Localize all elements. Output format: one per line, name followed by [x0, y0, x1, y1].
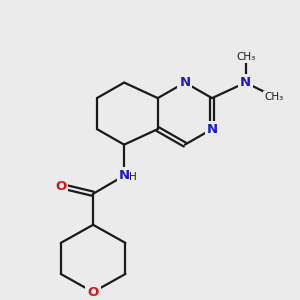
Text: N: N — [206, 123, 218, 136]
Text: N: N — [179, 76, 191, 89]
Text: O: O — [88, 286, 99, 298]
Text: N: N — [240, 76, 251, 89]
Text: O: O — [55, 179, 66, 193]
Text: H: H — [129, 172, 137, 182]
Text: CH₃: CH₃ — [236, 52, 255, 62]
Text: N: N — [118, 169, 130, 182]
Text: CH₃: CH₃ — [265, 92, 284, 102]
